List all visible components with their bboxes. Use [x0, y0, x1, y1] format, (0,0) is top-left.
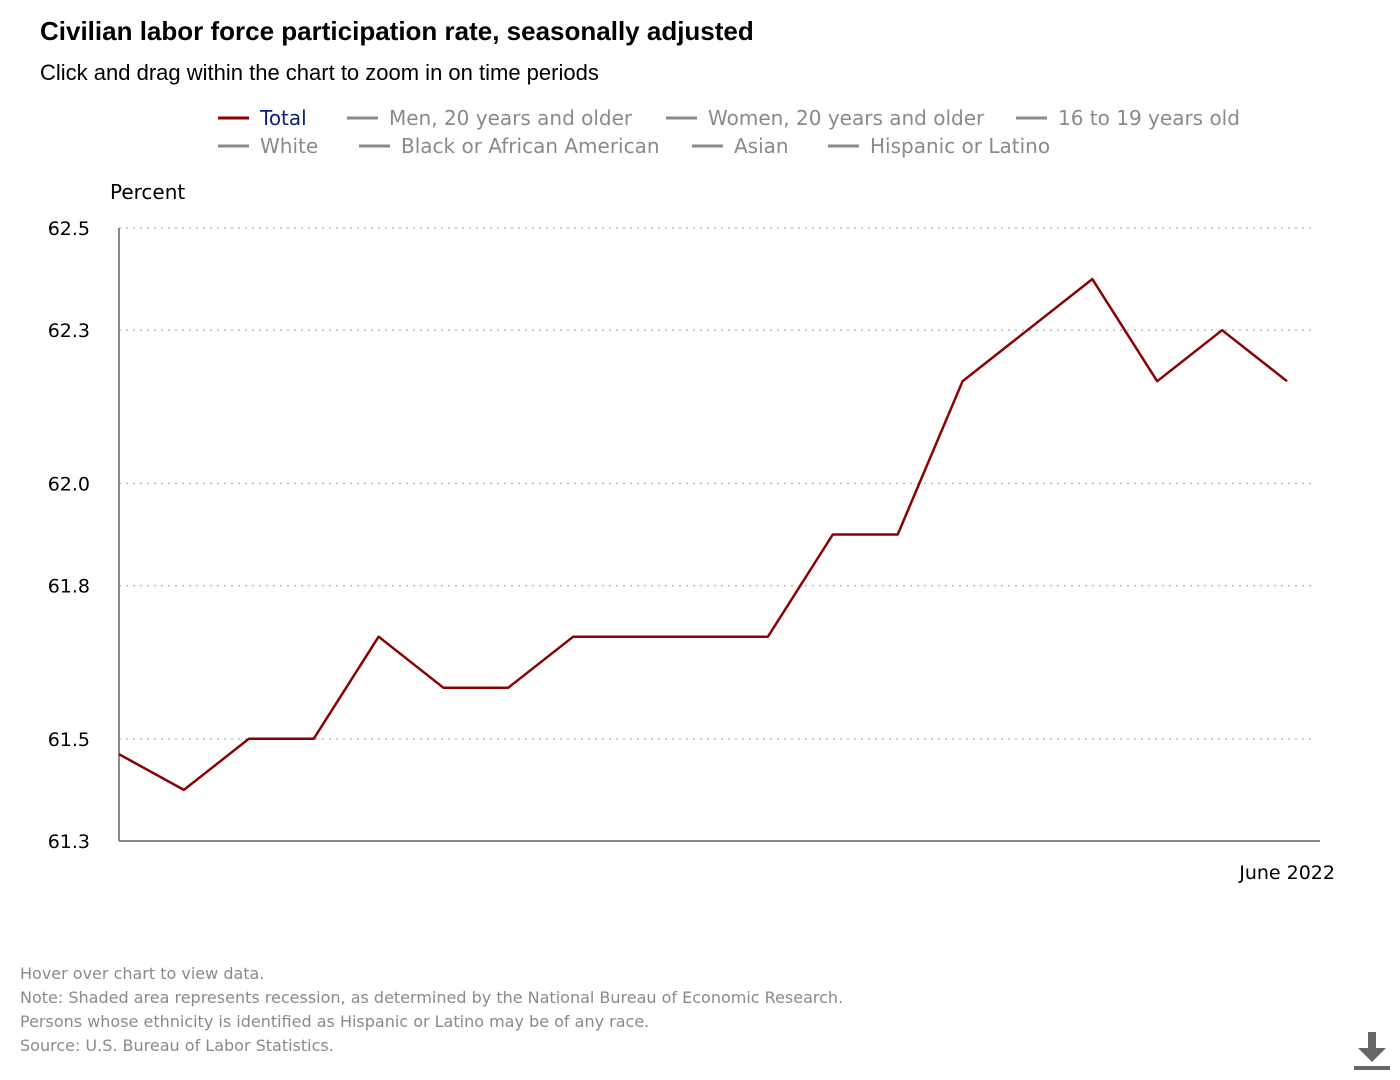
x-axis-end-label: June 2022 [1238, 862, 1335, 884]
data-point[interactable] [243, 733, 255, 745]
y-tick-label: 62.5 [48, 218, 90, 240]
data-point[interactable] [502, 682, 514, 694]
legend-label: Women, 20 years and older [708, 106, 985, 130]
data-point[interactable] [1281, 375, 1293, 387]
legend-label: White [260, 134, 318, 158]
legend-label: Hispanic or Latino [870, 134, 1050, 158]
data-point[interactable] [178, 784, 190, 796]
data-point[interactable] [762, 631, 774, 643]
y-tick-label: 62.3 [48, 320, 90, 342]
legend-item-4[interactable]: White [218, 134, 318, 158]
legend-label: 16 to 19 years old [1058, 106, 1240, 130]
y-tick-label: 61.8 [48, 576, 90, 598]
data-point[interactable] [437, 682, 449, 694]
data-point[interactable] [1216, 324, 1228, 336]
data-point[interactable] [373, 631, 385, 643]
data-point[interactable] [1151, 375, 1163, 387]
legend-label: Asian [734, 134, 789, 158]
legend: Total Men, 20 years and older Women, 20 ye… [218, 106, 1240, 158]
legend-label: Total [259, 106, 307, 130]
chart-title: Civilian labor force participation rate,… [40, 16, 754, 46]
series [113, 273, 1293, 796]
data-point[interactable] [827, 529, 839, 541]
legend-item-3[interactable]: 16 to 19 years old [1016, 106, 1240, 130]
download-icon[interactable] [1352, 1030, 1392, 1072]
chart[interactable]: Total Men, 20 years and older Women, 20 ye… [0, 0, 1400, 940]
note-hover: Hover over chart to view data. [20, 964, 265, 983]
y-tick-label: 61.3 [48, 831, 90, 853]
data-point[interactable] [632, 631, 644, 643]
legend-label: Men, 20 years and older [389, 106, 633, 130]
note-ethnicity: Persons whose ethnicity is identified as… [20, 1012, 650, 1031]
legend-item-2[interactable]: Women, 20 years and older [666, 106, 985, 130]
series-line-total[interactable] [118, 277, 1288, 792]
y-tick-label: 62.0 [48, 473, 90, 495]
chart-notes: Hover over chart to view data. Note: Sha… [20, 962, 843, 1058]
note-recession: Note: Shaded area represents recession, … [20, 988, 844, 1007]
data-point[interactable] [957, 375, 969, 387]
legend-item-7[interactable]: Hispanic or Latino [828, 134, 1050, 158]
data-point[interactable] [1021, 324, 1033, 336]
data-point[interactable] [1086, 273, 1098, 285]
legend-item-5[interactable]: Black or African American [359, 134, 660, 158]
chart-subtitle: Click and drag within the chart to zoom … [40, 60, 599, 85]
y-axis-title: Percent [110, 180, 185, 204]
note-source: Source: U.S. Bureau of Labor Statistics. [20, 1036, 334, 1055]
legend-item-6[interactable]: Asian [692, 134, 789, 158]
legend-label: Black or African American [401, 134, 660, 158]
data-point[interactable] [567, 631, 579, 643]
legend-item-0[interactable]: Total [218, 106, 307, 130]
data-point[interactable] [113, 748, 125, 760]
legend-item-1[interactable]: Men, 20 years and older [347, 106, 633, 130]
y-axis-ticks: 61.3 61.5 61.8 62.0 62.3 62.5 [48, 218, 90, 853]
data-point[interactable] [697, 631, 709, 643]
data-point[interactable] [892, 529, 904, 541]
data-point[interactable] [308, 733, 320, 745]
y-tick-label: 61.5 [48, 729, 90, 751]
gridlines [119, 227, 1316, 740]
